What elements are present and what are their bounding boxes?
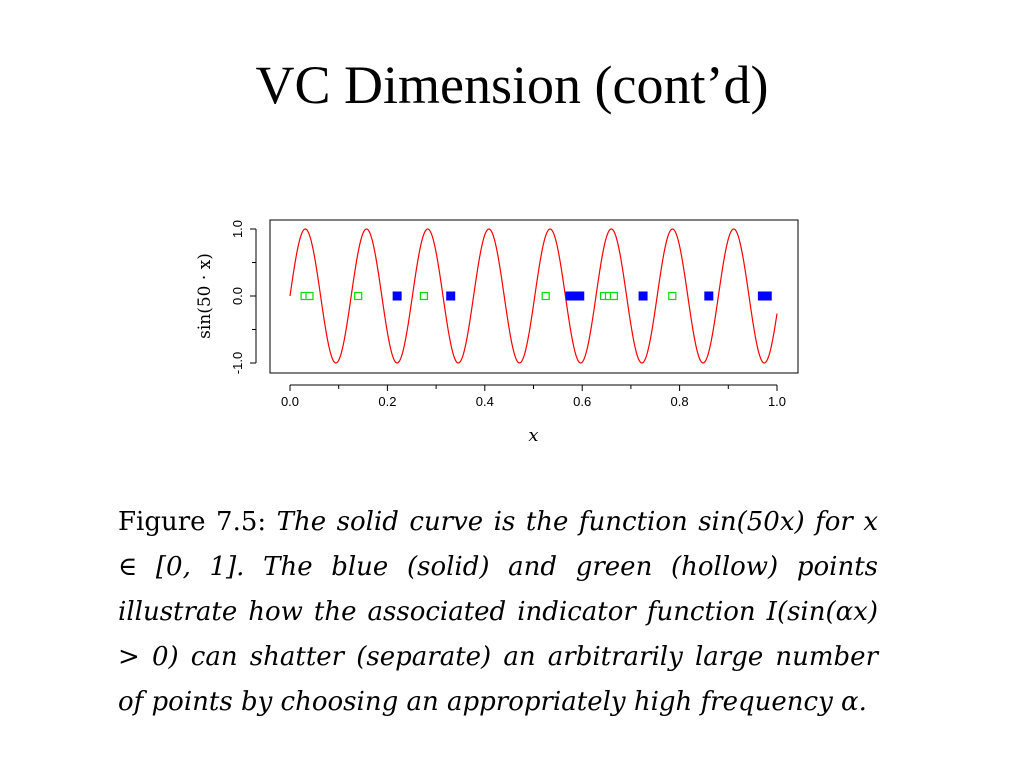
y-tick-label: 0.0 bbox=[230, 287, 245, 305]
green-hollow-point bbox=[305, 291, 314, 301]
x-tick-label: 0.4 bbox=[476, 394, 494, 409]
blue-solid-point bbox=[446, 291, 456, 301]
points-group bbox=[300, 291, 772, 301]
x-tick-label: 0.6 bbox=[573, 394, 591, 409]
blue-solid-point bbox=[575, 291, 585, 301]
x-tick-label: 0.8 bbox=[671, 394, 689, 409]
caption-text: The solid curve is the function sin(50x)… bbox=[118, 507, 878, 717]
y-axis-title: sin(50 · x) bbox=[195, 253, 215, 339]
blue-solid-point bbox=[392, 291, 402, 301]
plot-box bbox=[269, 219, 799, 374]
caption-label: Figure 7.5: bbox=[118, 507, 267, 537]
blue-solid-point bbox=[570, 291, 580, 301]
blue-solid-point bbox=[762, 291, 772, 301]
blue-solid-point bbox=[757, 291, 767, 301]
blue-solid-point bbox=[565, 291, 575, 301]
sine-curve-line bbox=[289, 228, 778, 364]
green-hollow-point bbox=[354, 291, 363, 301]
x-axis-title: x bbox=[528, 425, 538, 446]
figure-caption: Figure 7.5: The solid curve is the funct… bbox=[118, 500, 878, 725]
slide-title: VC Dimension (cont’d) bbox=[255, 55, 769, 115]
green-hollow-point bbox=[668, 291, 677, 301]
x-tick-label: 1.0 bbox=[768, 394, 786, 409]
sine-chart: 0.0 0.2 0.4 0.6 0.8 1.0 -1.0 0.0 1.0 x sin(50 · x) bbox=[195, 219, 799, 446]
green-hollow-point bbox=[609, 291, 618, 301]
x-tick-label: 0.2 bbox=[378, 394, 396, 409]
y-tick-label: 1.0 bbox=[230, 220, 245, 238]
chart-figure: 0.0 0.2 0.4 0.6 0.8 1.0 -1.0 0.0 1.0 x sin(50 · x) bbox=[180, 195, 820, 465]
y-tick-label: -1.0 bbox=[230, 352, 245, 374]
green-hollow-point bbox=[541, 291, 550, 301]
axes-group: 0.0 0.2 0.4 0.6 0.8 1.0 -1.0 0.0 1.0 x sin(50 · x) bbox=[195, 220, 786, 446]
green-hollow-point bbox=[419, 291, 429, 301]
blue-solid-point bbox=[638, 291, 648, 301]
sine-curve-group bbox=[289, 228, 778, 364]
plot-area bbox=[269, 219, 799, 374]
x-tick-label: 0.0 bbox=[281, 394, 299, 409]
blue-solid-point bbox=[704, 291, 714, 301]
